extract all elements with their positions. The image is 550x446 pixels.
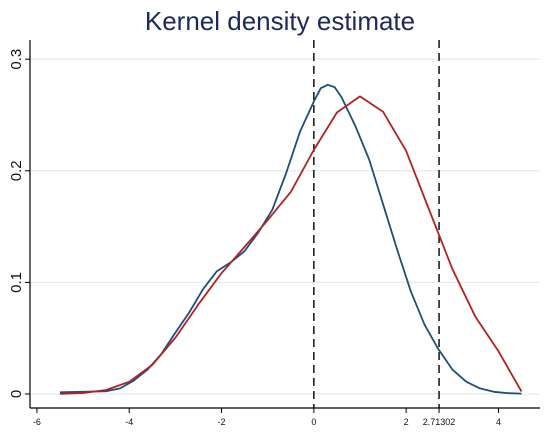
y-tick-label-1: 0.1 — [8, 272, 25, 293]
y-axis-ticks: 0 0.1 0.2 0.3 — [8, 49, 30, 398]
x-tick-label-3: 0 — [311, 417, 316, 427]
x-tick-label-1: -4 — [125, 417, 133, 427]
chart-title: Kernel density estimate — [145, 6, 415, 36]
x-tick-label-0: -6 — [33, 417, 41, 427]
y-tick-label-3: 0.3 — [8, 49, 25, 70]
axes — [29, 40, 540, 409]
x-axis-ticks: -6 -4 -2 0 2 2.71302 4 — [33, 408, 501, 427]
grid-lines — [30, 58, 540, 395]
reference-lines — [313, 40, 440, 408]
y-tick-label-2: 0.2 — [8, 160, 25, 181]
series-line-1 — [59, 95, 523, 395]
x-tick-label-2: -2 — [218, 417, 226, 427]
series-line-0 — [59, 83, 522, 395]
x-tick-label-5: 2.71302 — [423, 417, 456, 427]
density-series — [59, 83, 523, 395]
y-tick-label-0: 0 — [8, 390, 25, 398]
x-tick-label-4: 2 — [404, 417, 409, 427]
x-tick-label-6: 4 — [496, 417, 501, 427]
